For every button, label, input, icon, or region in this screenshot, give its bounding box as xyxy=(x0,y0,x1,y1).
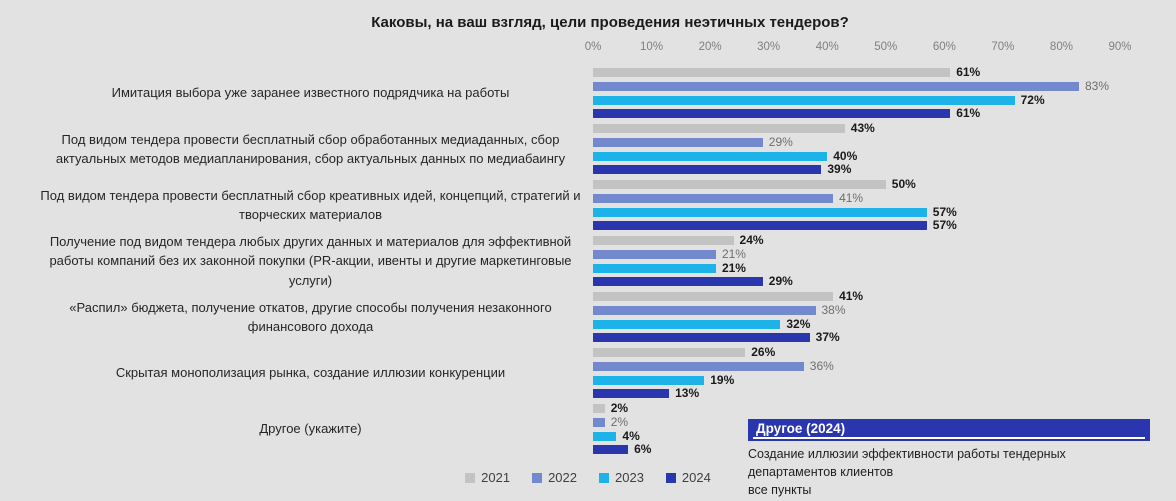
category-label: Скрытая монополизация рынка, создание ил… xyxy=(115,365,506,381)
bar-value-2024: 13% xyxy=(675,386,700,401)
bar-2023 xyxy=(593,207,927,217)
bar-value-2022: 41% xyxy=(839,190,864,205)
bar-2024 xyxy=(593,389,670,399)
callout-other-2024: Другое (2024) Создание иллюзии эффективн… xyxy=(748,419,1150,499)
bar-2021 xyxy=(593,292,834,301)
bar-value-2024: 39% xyxy=(827,162,852,177)
bar-value-2021: 26% xyxy=(751,345,776,359)
x-axis-tick: 80% xyxy=(1049,41,1073,53)
bar-value-2022: 83% xyxy=(1085,78,1110,93)
bar-value-2023: 4% xyxy=(622,428,640,443)
x-axis-tick: 0% xyxy=(584,41,602,53)
legend-label-2021: 2021 xyxy=(481,470,511,485)
bar-2024 xyxy=(593,221,927,231)
category-label: Под видом тендера провести бесплатный сб… xyxy=(40,187,581,223)
callout-line-2: все пункты xyxy=(748,483,812,498)
bar-2023 xyxy=(593,375,705,385)
legend-label-2024: 2024 xyxy=(681,470,711,485)
x-axis-tick: 10% xyxy=(640,41,664,53)
bar-2023 xyxy=(593,263,716,273)
bar-2024 xyxy=(593,445,629,455)
category-label: Имитация выбора уже заранее известного п… xyxy=(111,85,510,101)
legend-item-2022: 2022 xyxy=(532,470,577,485)
bar-2024 xyxy=(593,109,951,119)
legend-swatch-2023 xyxy=(599,472,609,483)
bar-value-2023: 72% xyxy=(1020,92,1045,107)
legend-swatch-2021 xyxy=(465,472,476,483)
x-axis-tick: 40% xyxy=(815,41,839,53)
x-axis-tick: 30% xyxy=(757,41,781,53)
legend-item-2021: 2021 xyxy=(465,470,510,485)
bar-value-2024: 61% xyxy=(956,106,981,121)
bar-value-2022: 36% xyxy=(809,358,834,373)
bar-2022 xyxy=(593,137,763,147)
bar-value-2021: 41% xyxy=(839,289,864,303)
bar-2021 xyxy=(593,124,845,133)
bar-2021 xyxy=(593,68,951,77)
category-label: Получение под видом тендера любых других… xyxy=(49,233,572,288)
bar-2023 xyxy=(593,95,1015,105)
legend-label-2022: 2022 xyxy=(548,470,577,485)
x-axis-tick: 70% xyxy=(991,41,1015,53)
x-axis-tick: 20% xyxy=(698,41,722,53)
x-axis-tick: 90% xyxy=(1108,41,1132,53)
x-axis-tick: 60% xyxy=(932,41,956,53)
bar-value-2024: 57% xyxy=(932,218,957,233)
bar-2021 xyxy=(593,236,734,245)
bar-value-2022: 21% xyxy=(721,246,746,261)
bar-value-2024: 29% xyxy=(768,274,793,289)
bar-2022 xyxy=(593,81,1079,91)
bar-value-2021: 43% xyxy=(850,121,875,135)
bar-value-2023: 21% xyxy=(721,260,746,275)
category-label: Под видом тендера провести бесплатный сб… xyxy=(55,131,566,167)
bar-value-2021: 2% xyxy=(610,401,629,415)
bar-2024 xyxy=(593,277,763,287)
bar-2022 xyxy=(593,417,605,427)
chart-title: Каковы, на ваш взгляд, цели проведения н… xyxy=(371,14,849,31)
callout-header: Другое (2024) xyxy=(748,419,1150,441)
legend-swatch-2024 xyxy=(665,472,676,483)
x-axis-tick: 50% xyxy=(874,41,898,53)
callout-body: Создание иллюзии эффективности работы те… xyxy=(748,441,1150,499)
bar-value-2021: 50% xyxy=(891,177,916,191)
bar-2023 xyxy=(593,431,617,441)
bar-2021 xyxy=(593,348,746,357)
bar-2022 xyxy=(593,305,816,315)
bar-2024 xyxy=(593,333,810,343)
legend-swatch-2022 xyxy=(532,472,543,483)
bar-value-2022: 2% xyxy=(610,414,629,429)
bar-2021 xyxy=(593,180,886,189)
bar-2022 xyxy=(593,249,716,259)
callout-line-1: Создание иллюзии эффективности работы те… xyxy=(748,447,1066,480)
bar-value-2022: 38% xyxy=(821,302,846,317)
legend-item-2024: 2024 xyxy=(665,470,711,485)
bar-value-2021: 24% xyxy=(739,233,764,247)
bar-value-2023: 32% xyxy=(786,316,811,331)
legend: 2021 2022 2023 2024 xyxy=(0,470,1176,485)
legend-item-2023: 2023 xyxy=(599,470,644,485)
bar-value-2021: 61% xyxy=(956,65,981,79)
bar-2021 xyxy=(593,404,605,413)
category-label: «Распил» бюджета, получение откатов, дру… xyxy=(69,299,552,335)
bar-value-2023: 40% xyxy=(833,148,858,163)
legend-label-2023: 2023 xyxy=(615,470,644,485)
bar-2023 xyxy=(593,151,828,161)
bar-value-2024: 37% xyxy=(815,330,840,345)
bar-2022 xyxy=(593,193,834,203)
bar-2024 xyxy=(593,165,822,175)
bar-value-2024: 6% xyxy=(634,442,652,457)
bar-2022 xyxy=(593,361,804,371)
bar-value-2023: 19% xyxy=(710,372,735,387)
category-label: Другое (укажите) xyxy=(259,421,362,437)
callout-header-text: Другое (2024) xyxy=(756,421,846,436)
bar-2023 xyxy=(593,319,781,329)
bar-value-2023: 57% xyxy=(932,204,957,219)
bar-value-2022: 29% xyxy=(768,134,793,149)
